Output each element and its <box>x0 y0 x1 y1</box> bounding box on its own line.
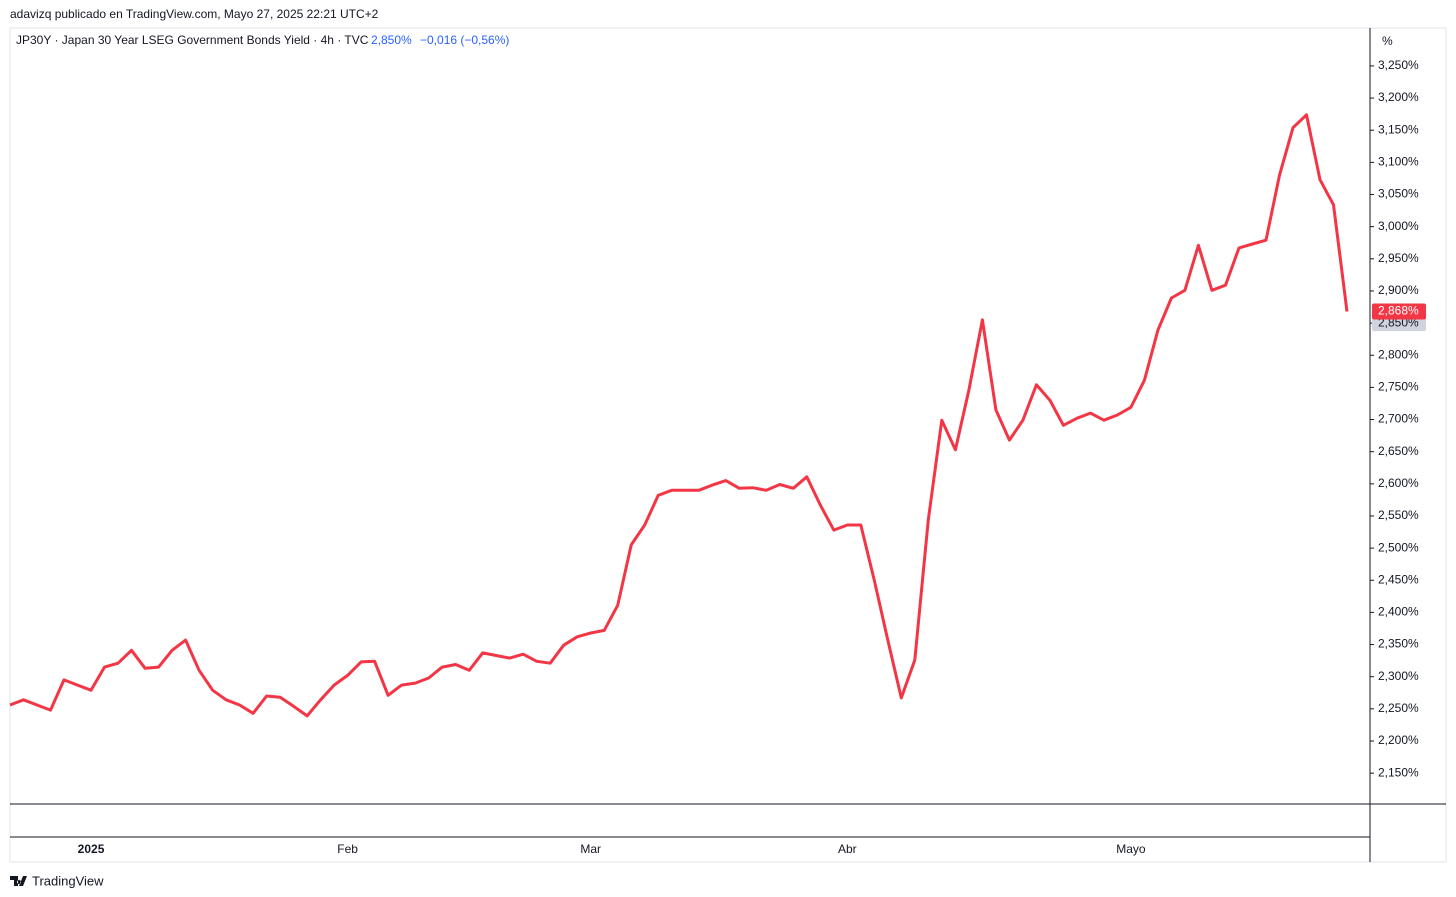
y-tick-label: 2,200% <box>1378 733 1419 747</box>
y-tick-label: 2,400% <box>1378 605 1419 619</box>
y-tick-label: 3,200% <box>1378 90 1419 104</box>
y-tick-label: 2,700% <box>1378 412 1419 426</box>
y-tick-label: 3,250% <box>1378 58 1419 72</box>
y-tick-label: 2,650% <box>1378 444 1419 458</box>
price-line <box>9 113 1349 718</box>
legend-close: 2,850% <box>371 33 412 47</box>
x-tick-label: Mayo <box>1116 842 1146 856</box>
y-tick-label: 3,150% <box>1378 122 1419 136</box>
y-tick-label: 2,950% <box>1378 251 1419 265</box>
x-tick-label: 2025 <box>78 842 105 856</box>
y-tick-label: 3,050% <box>1378 187 1419 201</box>
price-tag <box>1372 303 1426 320</box>
x-tick-label: Mar <box>580 842 601 856</box>
price-tag-label: 2,868% <box>1378 304 1419 318</box>
y-tick-label: 2,350% <box>1378 637 1419 651</box>
frame <box>9 27 1447 863</box>
y-tick-label: 2,800% <box>1378 347 1419 361</box>
y-tick-label: 2,300% <box>1378 669 1419 683</box>
y-tick-label: 2,750% <box>1378 380 1419 394</box>
y-tick-label: 2,900% <box>1378 283 1419 297</box>
x-tick-label: Abr <box>838 842 857 856</box>
y-unit: % <box>1382 34 1393 48</box>
y-tick-label: 2,450% <box>1378 572 1419 586</box>
legend-change: −0,016 (−0,56%) <box>420 33 509 47</box>
x-tick-label: Feb <box>337 842 358 856</box>
y-tick-label: 3,100% <box>1378 155 1419 169</box>
header: adavizq publicado en TradingView.com, Ma… <box>10 7 379 21</box>
legend-title: JP30Y · Japan 30 Year LSEG Government Bo… <box>16 33 369 47</box>
footer-logo <box>10 876 27 886</box>
y-tick-label: 2,550% <box>1378 508 1419 522</box>
y-tick-label: 2,250% <box>1378 701 1419 715</box>
y-tick-label: 2,150% <box>1378 765 1419 779</box>
footer: TradingView <box>32 873 104 888</box>
y-tick-label: 2,500% <box>1378 540 1419 554</box>
y-tick-label: 2,600% <box>1378 476 1419 490</box>
y-tick-label: 3,000% <box>1378 219 1419 233</box>
